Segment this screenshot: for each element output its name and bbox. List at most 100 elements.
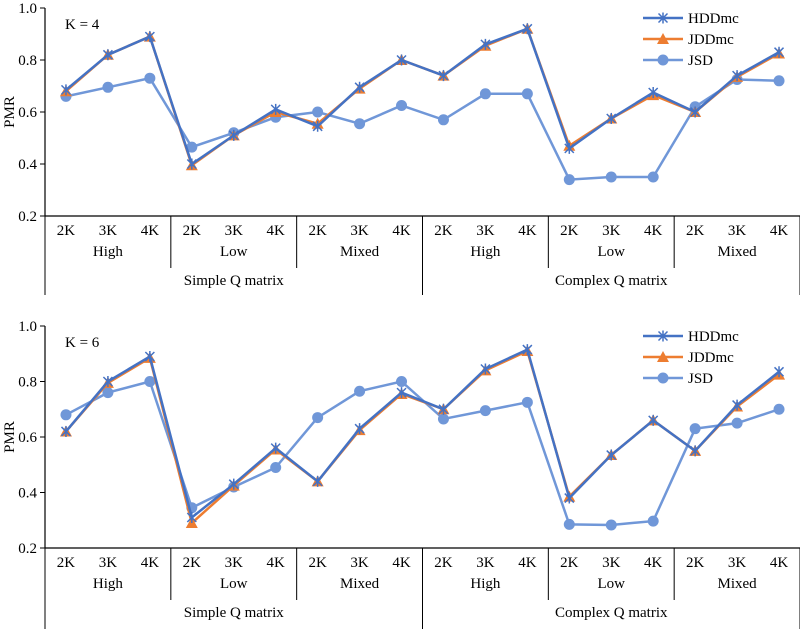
legend-marker-asterisk-icon	[657, 12, 669, 24]
data-point	[522, 344, 533, 356]
data-point	[354, 118, 366, 130]
data-point	[690, 445, 701, 457]
data-point	[186, 511, 197, 523]
x-tick-label: 2K	[434, 555, 453, 571]
legend-label: JDDmc	[688, 350, 734, 366]
x-tick-label: 4K	[141, 555, 160, 571]
data-point	[270, 103, 281, 115]
x-tick-label: 3K	[225, 223, 244, 239]
data-point	[438, 70, 449, 82]
data-point	[144, 376, 156, 387]
data-point	[312, 475, 323, 487]
x-tick-label: 4K	[770, 555, 789, 571]
data-point	[270, 442, 281, 454]
x-supergroup-label: Complex Q matrix	[555, 273, 668, 289]
data-point	[648, 87, 659, 98]
data-point	[480, 38, 491, 50]
data-point	[228, 478, 239, 490]
x-tick-label: 4K	[392, 555, 411, 571]
data-point	[312, 412, 324, 424]
y-tick-label: 0.8	[18, 53, 37, 69]
data-point	[606, 449, 617, 461]
data-point	[773, 75, 785, 87]
y-tick-label: 0.2	[18, 209, 37, 225]
legend-label: HDDmc	[688, 329, 739, 345]
series-hddmc	[60, 344, 785, 523]
data-point	[732, 399, 743, 411]
legend: HDDmc JDDmc JSD	[643, 329, 739, 387]
data-point	[606, 113, 617, 124]
data-point	[479, 88, 491, 100]
x-tick-label: 3K	[602, 223, 621, 239]
data-point	[564, 492, 575, 504]
x-supergroup-label: Simple Q matrix	[184, 605, 284, 621]
x-group-label: High	[93, 576, 124, 592]
data-point	[60, 425, 72, 437]
x-tick-label: 3K	[99, 223, 118, 239]
x-tick-label: 4K	[644, 223, 663, 239]
y-tick-label: 0.8	[18, 375, 37, 391]
chart-panel-2: 0.2 0.4 0.6 0.8 1.0 PMR 2K 3K 4K 2K 3K 4K 2K 3K 4K 2K 3K…	[2, 319, 800, 629]
data-point	[563, 174, 575, 186]
data-point	[228, 129, 239, 141]
data-point	[773, 403, 785, 415]
data-point	[731, 417, 743, 429]
y-tick-label: 1.0	[18, 1, 37, 17]
data-point	[102, 81, 114, 93]
x-supergroup-label: Simple Q matrix	[184, 273, 284, 289]
y-axis-label: PMR	[2, 421, 18, 453]
x-group-label: Mixed	[717, 576, 757, 592]
series-jsd	[60, 376, 785, 531]
legend-marker-triangle-icon	[657, 33, 669, 44]
data-point	[690, 106, 701, 118]
legend: HDDmc JDDmc JSD	[643, 11, 739, 69]
data-point	[522, 23, 533, 35]
x-tick-label: 2K	[560, 555, 579, 571]
data-point	[605, 171, 617, 183]
data-point	[437, 114, 449, 126]
x-tick-label: 3K	[602, 555, 621, 571]
x-group-label: Low	[598, 244, 626, 260]
x-tick-label: 4K	[770, 223, 789, 239]
data-point	[144, 31, 155, 43]
data-point	[438, 403, 449, 415]
legend-marker-circle-icon	[657, 54, 669, 66]
series-line	[65, 76, 780, 181]
legend-label: HDDmc	[688, 11, 739, 27]
data-point	[437, 413, 449, 425]
series-line	[65, 347, 780, 520]
data-point	[186, 141, 198, 153]
data-point	[102, 387, 114, 399]
data-point	[396, 54, 407, 66]
data-point	[354, 385, 366, 397]
data-point	[564, 142, 575, 154]
x-tick-label: 4K	[141, 223, 160, 239]
x-tick-label: 2K	[308, 555, 327, 571]
x-tick-label: 2K	[183, 555, 202, 571]
x-tick-label: 2K	[686, 555, 705, 571]
data-point	[60, 84, 72, 96]
series-line	[65, 27, 780, 166]
legend-label: JDDmc	[688, 32, 734, 48]
legend-marker-asterisk-icon	[657, 330, 669, 342]
legend-marker-triangle-icon	[657, 351, 669, 362]
x-group-label: Mixed	[340, 244, 380, 260]
legend-label: JSD	[688, 53, 713, 69]
x-group-label: Mixed	[717, 244, 757, 260]
data-point	[354, 81, 365, 93]
x-tick-label: 4K	[267, 223, 286, 239]
x-tick-label: 3K	[350, 555, 369, 571]
data-point	[563, 518, 575, 530]
x-group-label: Low	[598, 576, 626, 592]
x-tick-label: 3K	[476, 223, 495, 239]
x-tick-label: 2K	[57, 223, 76, 239]
data-point	[521, 88, 533, 100]
x-tick-label: 3K	[225, 555, 244, 571]
data-point	[102, 376, 113, 387]
x-tick-label: 2K	[560, 223, 579, 239]
y-tick-label: 0.4	[18, 157, 37, 173]
data-point	[144, 351, 155, 363]
x-tick-label: 4K	[644, 555, 663, 571]
x-tick-label: 2K	[57, 555, 76, 571]
data-point	[102, 49, 113, 61]
